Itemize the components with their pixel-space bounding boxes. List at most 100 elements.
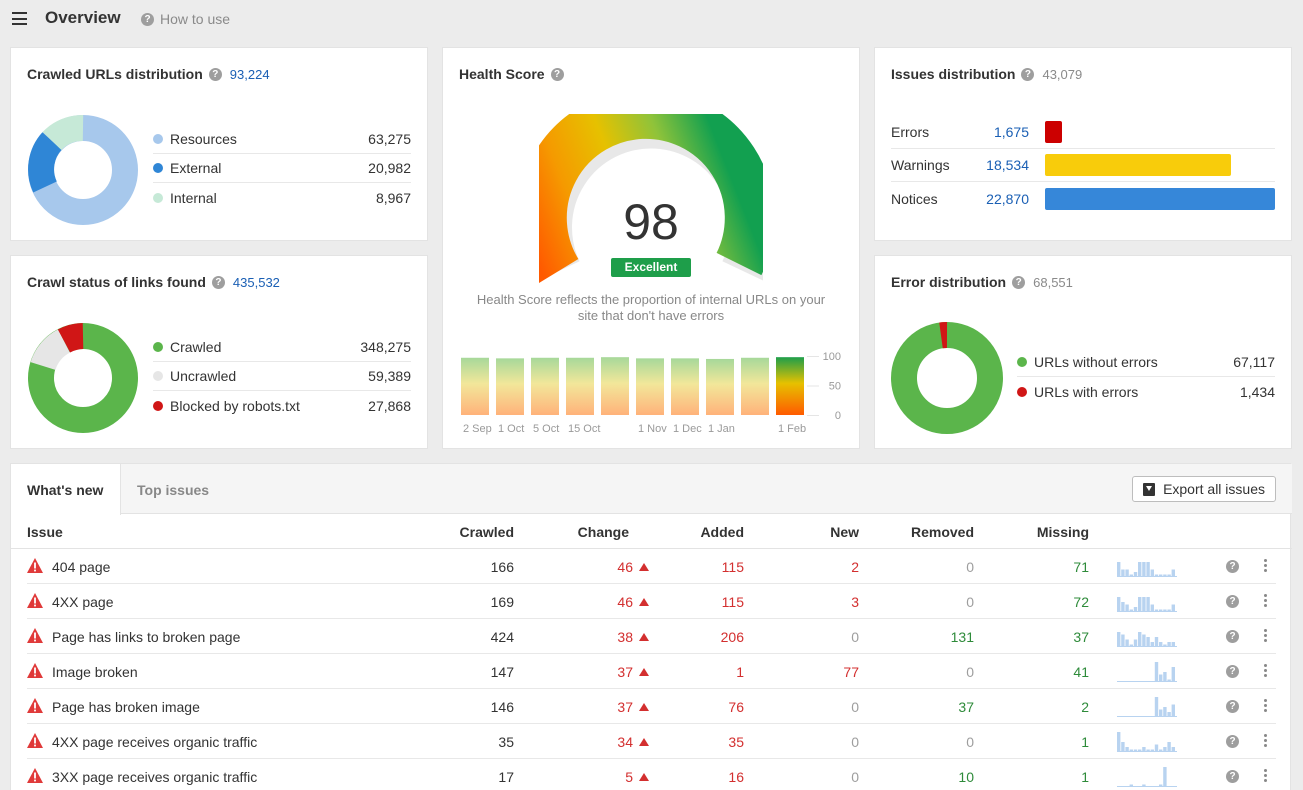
added-value[interactable]: 206 [720, 629, 744, 645]
health-history-bar[interactable] [636, 358, 664, 415]
issues-count[interactable]: 18,534 [986, 157, 1029, 173]
new-value[interactable]: 0 [851, 734, 859, 750]
legend-row-external[interactable]: External 20,982 [153, 154, 411, 183]
more-options-icon[interactable] [1264, 629, 1268, 643]
help-icon[interactable]: ? [1012, 275, 1026, 289]
added-value[interactable]: 115 [721, 594, 744, 610]
issue-name-link[interactable]: 404 page [52, 559, 111, 575]
column-header-missing[interactable]: Missing [1036, 524, 1089, 540]
new-value[interactable]: 0 [851, 699, 859, 715]
help-icon[interactable]: ? [1226, 630, 1239, 643]
removed-value[interactable]: 0 [966, 664, 974, 680]
issue-name-link[interactable]: Image broken [52, 664, 138, 680]
column-header-removed[interactable]: Removed [910, 524, 974, 540]
new-value[interactable]: 3 [851, 594, 859, 610]
issues-row-errors[interactable]: Errors 1,675 [891, 116, 1275, 149]
table-row[interactable]: 4XX page receives organic traffic 35 34 35 0… [27, 724, 1276, 759]
crawled-value[interactable]: 146 [490, 699, 514, 715]
column-header-crawled[interactable]: Crawled [459, 524, 514, 540]
missing-value[interactable]: 37 [1073, 629, 1089, 645]
missing-value[interactable]: 2 [1081, 699, 1089, 715]
help-icon[interactable]: ? [208, 67, 222, 81]
crawl-status-total[interactable]: 435,532 [232, 274, 280, 290]
issue-name-link[interactable]: 4XX page [52, 594, 114, 610]
help-icon[interactable]: ? [1226, 560, 1239, 573]
help-icon[interactable]: ? [211, 275, 225, 289]
health-history-bar[interactable] [706, 358, 734, 415]
issues-row-notices[interactable]: Notices 22,870 [891, 182, 1275, 215]
added-value[interactable]: 1 [736, 664, 744, 680]
added-value[interactable]: 115 [721, 559, 744, 575]
new-value[interactable]: 2 [851, 559, 859, 575]
menu-icon[interactable] [12, 12, 27, 25]
help-icon[interactable]: ? [1226, 735, 1239, 748]
crawled-value[interactable]: 169 [490, 594, 514, 610]
new-value[interactable]: 0 [851, 629, 859, 645]
table-row[interactable]: 404 page 166 46 115 2 0 71? [27, 549, 1276, 584]
new-value[interactable]: 77 [843, 664, 859, 680]
issue-name-link[interactable]: Page has links to broken page [52, 629, 241, 645]
missing-value[interactable]: 71 [1073, 559, 1089, 575]
crawled-value[interactable]: 17 [498, 769, 514, 785]
table-row[interactable]: Image broken 147 37 1 77 0 41? [27, 654, 1276, 689]
health-history-bar[interactable] [671, 358, 699, 415]
help-icon[interactable]: ? [1226, 595, 1239, 608]
legend-row-uncrawled[interactable]: Uncrawled 59,389 [153, 362, 411, 391]
removed-value[interactable]: 10 [958, 769, 974, 785]
help-icon[interactable]: ? [1226, 665, 1239, 678]
crawled-value[interactable]: 424 [490, 629, 514, 645]
issues-row-warnings[interactable]: Warnings 18,534 [891, 149, 1275, 182]
missing-value[interactable]: 1 [1081, 769, 1089, 785]
issues-count[interactable]: 1,675 [993, 124, 1029, 140]
more-options-icon[interactable] [1264, 559, 1268, 573]
added-value[interactable]: 16 [728, 769, 744, 785]
table-row[interactable]: Page has links to broken page 424 38 206 0 13… [27, 619, 1276, 654]
issue-name-link[interactable]: Page has broken image [52, 699, 200, 715]
new-value[interactable]: 0 [851, 769, 859, 785]
health-history-bar[interactable] [531, 357, 559, 415]
removed-value[interactable]: 0 [966, 594, 974, 610]
legend-row-without-errors[interactable]: URLs without errors 67,117 [1017, 348, 1275, 377]
column-header-issue[interactable]: Issue [27, 524, 63, 540]
missing-value[interactable]: 1 [1081, 734, 1089, 750]
missing-value[interactable]: 41 [1073, 664, 1089, 680]
table-row[interactable]: Page has broken image 146 37 76 0 37 2? [27, 689, 1276, 724]
crawled-value[interactable]: 147 [490, 664, 514, 680]
column-header-added[interactable]: Added [700, 524, 744, 540]
health-history-bar[interactable] [741, 357, 769, 415]
tab-whats-new[interactable]: What's new [11, 464, 121, 515]
table-row[interactable]: 4XX page 169 46 115 3 0 72? [27, 584, 1276, 619]
issue-name-link[interactable]: 3XX page receives organic traffic [52, 769, 258, 785]
issue-name-link[interactable]: 4XX page receives organic traffic [52, 734, 258, 750]
removed-value[interactable]: 0 [966, 559, 974, 575]
crawled-urls-total[interactable]: 93,224 [229, 66, 270, 82]
health-history-bar[interactable] [776, 357, 804, 415]
added-value[interactable]: 76 [728, 699, 744, 715]
help-icon[interactable]: ? [1021, 67, 1035, 81]
health-history-bar[interactable] [601, 357, 629, 415]
health-history-bar[interactable] [461, 357, 489, 415]
removed-value[interactable]: 37 [958, 699, 974, 715]
export-all-issues-button[interactable]: Export all issues [1132, 476, 1276, 502]
legend-row-crawled[interactable]: Crawled 348,275 [153, 333, 411, 362]
more-options-icon[interactable] [1264, 699, 1268, 713]
added-value[interactable]: 35 [728, 734, 744, 750]
more-options-icon[interactable] [1264, 594, 1268, 608]
removed-value[interactable]: 131 [950, 629, 974, 645]
table-row[interactable]: 3XX page receives organic traffic 17 5 16 0 1… [27, 759, 1276, 790]
column-header-change[interactable]: Change [577, 524, 629, 540]
help-icon[interactable]: ? [550, 67, 564, 81]
crawled-value[interactable]: 35 [498, 734, 514, 750]
legend-row-resources[interactable]: Resources 63,275 [153, 125, 411, 154]
missing-value[interactable]: 72 [1073, 594, 1089, 610]
removed-value[interactable]: 0 [966, 734, 974, 750]
crawled-value[interactable]: 166 [490, 559, 514, 575]
how-to-use-link[interactable]: ? How to use [141, 11, 230, 27]
legend-row-internal[interactable]: Internal 8,967 [153, 183, 411, 212]
more-options-icon[interactable] [1264, 664, 1268, 678]
legend-row-blocked[interactable]: Blocked by robots.txt 27,868 [153, 391, 411, 420]
column-header-new[interactable]: New [830, 524, 859, 540]
issues-count[interactable]: 22,870 [986, 190, 1029, 207]
help-icon[interactable]: ? [1226, 770, 1239, 783]
health-history-bar[interactable] [496, 358, 524, 415]
